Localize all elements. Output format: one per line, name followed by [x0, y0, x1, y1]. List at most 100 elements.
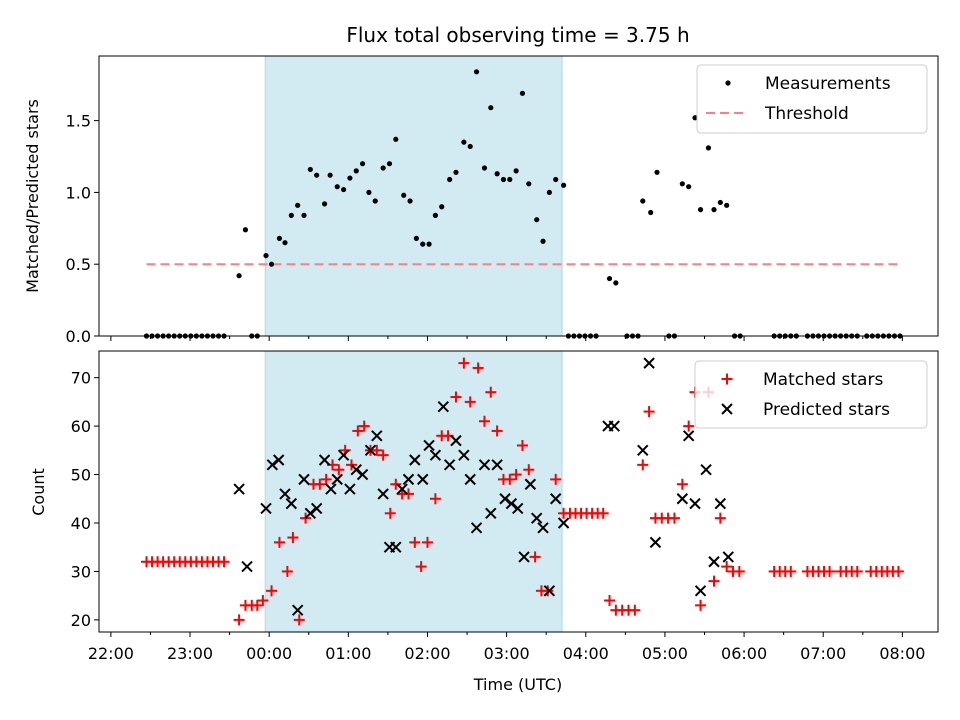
predicted-star-point: [318, 454, 331, 466]
matched-star-point: [314, 478, 326, 490]
measurement-point: [717, 199, 723, 206]
matched-star-point: [458, 357, 470, 369]
matched-star-point: [721, 561, 733, 573]
ratio-x-ticks: [110, 336, 903, 341]
matched-star-point: [733, 565, 745, 577]
matched-star-point: [421, 536, 433, 548]
matched-star-point: [251, 599, 263, 611]
predicted-star-point: [491, 459, 503, 471]
matched-star-point: [824, 565, 836, 577]
predicted-star-point: [608, 420, 620, 432]
measurement-point: [340, 186, 347, 193]
matched-star-point: [708, 575, 720, 587]
predicted-star-point: [429, 449, 442, 461]
ratio-legend-box: [696, 64, 928, 134]
matched-star-point: [358, 420, 370, 432]
matched-star-point: [429, 493, 441, 505]
predicted-star-point: [371, 430, 383, 442]
ratio-observing-window: [264, 55, 563, 337]
matched-star-point: [281, 565, 293, 577]
matched-star-point: [377, 449, 389, 461]
predicted-star-point: [557, 517, 570, 529]
x-tick-label: 04:00: [563, 644, 609, 663]
predicted-star-point: [524, 478, 537, 490]
y-tick-label: 70: [71, 369, 91, 388]
predicted-star-point: [537, 522, 549, 534]
predicted-star-point: [325, 483, 337, 495]
y-tick-label: 20: [71, 611, 91, 630]
measurement-point: [314, 172, 320, 178]
measurement-point: [321, 201, 328, 207]
matched-star-point: [450, 391, 462, 403]
count-legend-box: [694, 360, 928, 429]
figure-title: Flux total observing time = 3.75 h: [346, 23, 689, 47]
measurement-point: [481, 165, 488, 171]
matched-star-point: [892, 565, 904, 577]
measurement-point: [263, 252, 269, 259]
matched-star-point: [643, 406, 655, 418]
y-tick-label: 30: [71, 562, 91, 581]
y-tick-label: 0.0: [66, 327, 91, 346]
legend-threshold-label: Threshold: [764, 104, 849, 124]
legend-predicted-marker: [721, 403, 733, 415]
matched-star-point: [273, 536, 285, 548]
predicted-star-point: [470, 522, 483, 534]
matched-star-point: [491, 425, 503, 437]
matched-star-point: [785, 565, 797, 577]
x-tick-label: 08:00: [879, 644, 925, 663]
measurement-point: [534, 217, 540, 223]
matched-star-point: [529, 551, 541, 563]
matched-star-point: [597, 507, 609, 519]
y-tick-label: 0.5: [66, 255, 91, 274]
measurement-point: [697, 207, 704, 213]
measurement-point: [426, 241, 432, 247]
measurement-point: [327, 172, 333, 178]
matched-star-point: [233, 614, 245, 626]
measurement-point: [295, 202, 301, 208]
matched-star-point: [714, 512, 726, 524]
matched-star-point: [478, 415, 490, 427]
predicted-star-point: [689, 497, 701, 510]
measurement-point: [372, 198, 378, 204]
predicted-star-point: [512, 502, 524, 515]
count-y-ticks: 20 30 40 50 60 70: [71, 369, 99, 630]
x-tick-label: 05:00: [642, 644, 688, 663]
predicted-star-point: [396, 483, 408, 495]
measurement-point: [307, 166, 313, 173]
matched-star-point: [371, 444, 383, 456]
predicted-star-point: [649, 536, 662, 549]
x-tick-label: 06:00: [721, 644, 767, 663]
measurement-point: [420, 241, 426, 247]
measurement-point: [386, 161, 393, 167]
predicted-star-point: [485, 507, 497, 520]
measurement-point: [288, 212, 294, 218]
matched-star-point: [390, 478, 402, 490]
ratio-legend: Measurements Threshold: [696, 64, 928, 134]
measurement-point: [679, 181, 685, 187]
legend-measurements-label: Measurements: [765, 74, 891, 94]
predicted-star-point: [643, 357, 655, 369]
matched-star-point: [218, 556, 230, 568]
measurement-point: [393, 136, 399, 142]
count-y-axis-label: Count: [29, 468, 48, 516]
measurement-point: [439, 204, 445, 210]
ratio-panel: 0.0 0.5 1.0 1.5 Matched/Predicted stars Mea…: [23, 55, 939, 346]
measurement-point: [648, 209, 654, 216]
measurement-point: [276, 235, 283, 241]
predicted-star-point: [331, 473, 343, 486]
measurement-point: [353, 168, 359, 174]
matched-star-point: [504, 473, 516, 485]
measurement-point: [606, 275, 613, 282]
count-matched-stars: [140, 357, 904, 626]
predicted-star-point: [450, 434, 462, 447]
matched-star-point: [384, 507, 396, 519]
predicted-star-point: [304, 507, 317, 520]
predicted-star-point: [272, 454, 285, 466]
y-tick-label: 40: [71, 514, 91, 533]
predicted-star-point: [423, 439, 435, 452]
predicted-star-point: [409, 454, 421, 466]
measurement-point: [347, 175, 353, 181]
measurement-point: [473, 69, 480, 75]
predicted-star-point: [458, 449, 470, 461]
matched-star-point: [516, 439, 528, 451]
